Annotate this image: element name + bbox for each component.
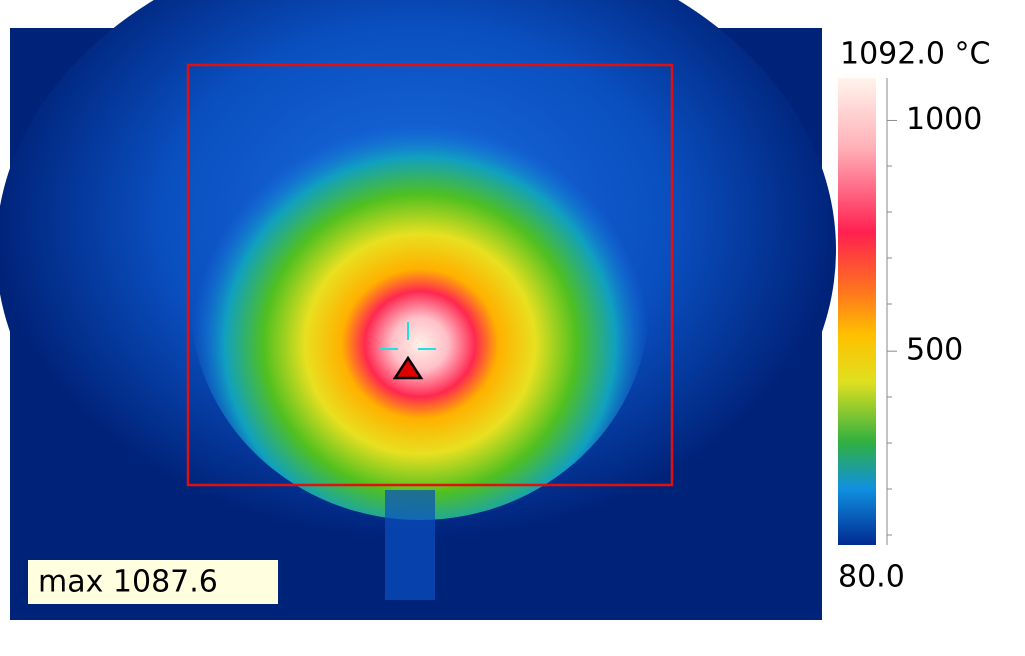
- colorbar-min: 80.0: [838, 560, 905, 595]
- nozzle: [385, 490, 435, 600]
- crosshair: [380, 322, 436, 350]
- max-box: [28, 560, 278, 604]
- tick-label: 1000: [906, 102, 982, 137]
- colorbar: [838, 78, 876, 545]
- max-marker: [392, 355, 424, 380]
- colorbar-max: 1092.0 °C: [840, 37, 990, 72]
- roi-box: [186, 63, 674, 487]
- tick-label: 500: [906, 333, 963, 368]
- hot-spot: [190, 80, 650, 520]
- max-label: max 1087.6: [38, 565, 218, 600]
- minor-ticks: [887, 165, 892, 536]
